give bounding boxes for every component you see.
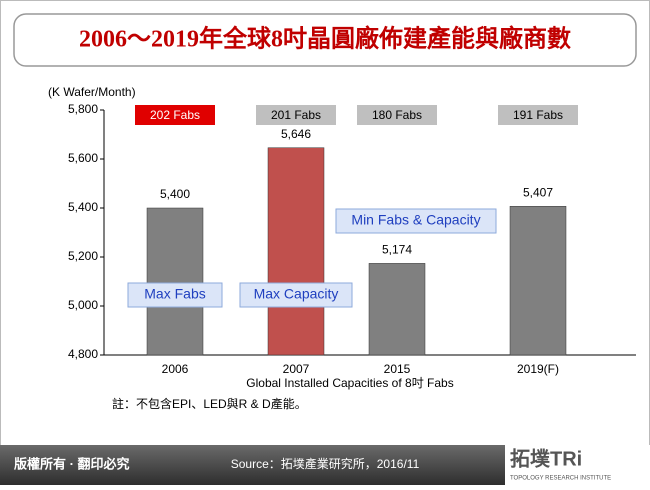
fab-label: 191 Fabs <box>513 108 563 122</box>
y-tick-label: 5,600 <box>68 151 98 165</box>
fab-label: 180 Fabs <box>372 108 422 122</box>
logo-sub: TOPOLOGY RESEARCH INSTITUTE <box>510 476 611 482</box>
note: 註：不包含EPI、LED與R & D產能。 <box>112 396 307 411</box>
fab-label-box <box>357 105 437 125</box>
title-box <box>13 13 637 67</box>
x-tick-label: 2007 <box>283 362 310 376</box>
bar <box>267 147 325 356</box>
bar <box>146 207 204 356</box>
bar <box>509 206 567 356</box>
x-tick-label: 2019(F) <box>517 362 559 376</box>
y-tick-label: 5,000 <box>68 298 98 312</box>
annotation: Min Fabs & Capacity <box>351 212 480 228</box>
value-label: 5,646 <box>281 127 311 141</box>
logo-box <box>505 445 650 485</box>
fab-label-box <box>256 105 336 125</box>
bar <box>368 263 426 356</box>
x-axis-label: Global Installed Capacities of 8吋 Fabs <box>246 376 453 390</box>
x-tick-label: 2015 <box>384 362 411 376</box>
logo: 拓墣TRi <box>510 447 582 470</box>
copyright: 版權所有 · 翻印必究 <box>14 456 130 471</box>
annotation-box <box>335 208 497 234</box>
y-tick-label: 5,800 <box>68 102 98 116</box>
y-tick-label: 5,200 <box>68 249 98 263</box>
fab-label: 201 Fabs <box>271 108 321 122</box>
annotation: Max Fabs <box>144 286 205 302</box>
value-label: 5,407 <box>523 185 553 199</box>
fab-label-box <box>498 105 578 125</box>
chart-title: 2006～2019年全球8吋晶圓廠佈建產能與廠商數 <box>79 25 571 53</box>
y-axis-label: (K Wafer/Month) <box>48 85 136 99</box>
value-label: 5,400 <box>160 187 190 201</box>
y-tick-label: 4,800 <box>68 347 98 361</box>
source: Source：拓墣產業研究所，2016/11 <box>231 456 420 471</box>
fab-label: 202 Fabs <box>150 108 200 122</box>
fab-label-box <box>135 105 215 125</box>
y-tick-label: 5,400 <box>68 200 98 214</box>
annotation-box <box>127 282 223 308</box>
value-label: 5,174 <box>382 243 412 257</box>
x-tick-label: 2006 <box>162 362 189 376</box>
annotation: Max Capacity <box>254 286 339 302</box>
annotation-box <box>239 282 353 308</box>
